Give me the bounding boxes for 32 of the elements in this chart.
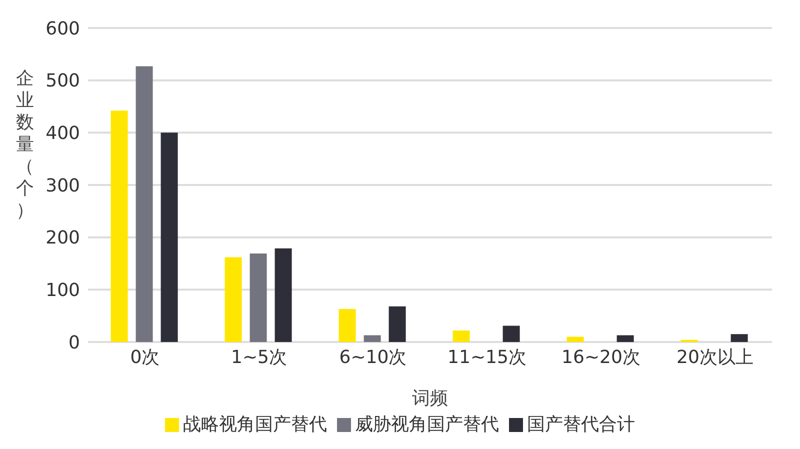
bar — [616, 335, 634, 342]
y-tick-label: 300 — [46, 175, 80, 196]
y-tick-label: 0 — [68, 332, 80, 354]
x-tick-label: 11~15次 — [448, 346, 526, 368]
x-axis-title: 词频 — [412, 388, 448, 409]
y-tick-label: 200 — [46, 228, 80, 249]
y-tick-label: 100 — [46, 280, 80, 302]
bar — [274, 248, 292, 342]
x-tick-label: 1~5次 — [231, 346, 287, 368]
x-tick-label: 0次 — [130, 346, 160, 368]
x-tick-label: 16~20次 — [562, 346, 640, 368]
y-tick-label: 600 — [46, 18, 80, 40]
legend-label: 战略视角国产替代 — [183, 414, 327, 435]
bar — [566, 336, 584, 342]
y-axis-title: 企业数量（个） — [15, 68, 35, 222]
legend-label: 国产替代合计 — [527, 414, 635, 435]
x-tick-label: 6~10次 — [339, 346, 407, 368]
x-tick-label: 20次以上 — [676, 346, 754, 368]
y-tick-label: 400 — [46, 123, 80, 144]
bar — [160, 132, 178, 342]
bar — [730, 334, 748, 342]
bar — [110, 110, 128, 342]
legend-label: 威胁视角国产替代 — [355, 414, 499, 435]
y-tick-label: 500 — [46, 70, 80, 92]
bar — [502, 326, 520, 342]
bar — [136, 66, 153, 342]
bar — [364, 335, 381, 342]
bar — [452, 330, 470, 342]
bar — [388, 306, 406, 342]
bar — [224, 257, 242, 342]
bar — [250, 254, 267, 342]
bar — [338, 309, 356, 342]
